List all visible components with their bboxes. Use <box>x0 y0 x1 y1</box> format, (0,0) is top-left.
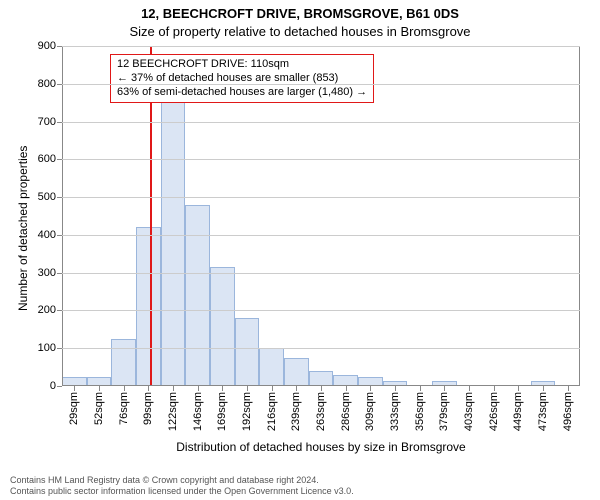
y-tick-label: 500 <box>38 191 62 203</box>
y-tick-label: 800 <box>38 78 62 90</box>
chart-title-line2: Size of property relative to detached ho… <box>0 24 600 39</box>
gridline <box>62 197 580 198</box>
y-tick-label: 900 <box>38 40 62 52</box>
histogram-bar <box>358 377 383 386</box>
histogram-bar <box>87 377 112 386</box>
histogram-bar <box>309 371 334 386</box>
x-tick-label: 333sqm <box>389 386 401 431</box>
y-axis-label: Number of detached properties <box>16 146 30 311</box>
x-tick-label: 356sqm <box>414 386 426 431</box>
x-tick-label: 216sqm <box>266 386 278 431</box>
footer-line-1: Contains HM Land Registry data © Crown c… <box>10 475 354 485</box>
histogram-bar <box>62 377 87 386</box>
x-tick-label: 496sqm <box>562 386 574 431</box>
x-tick-label: 379sqm <box>438 386 450 431</box>
x-tick-label: 122sqm <box>167 386 179 431</box>
gridline <box>62 159 580 160</box>
x-axis-label: Distribution of detached houses by size … <box>62 440 580 454</box>
histogram-bar <box>136 227 161 386</box>
x-tick-label: 263sqm <box>315 386 327 431</box>
gridline <box>62 348 580 349</box>
y-tick-label: 600 <box>38 153 62 165</box>
x-tick-label: 169sqm <box>216 386 228 431</box>
x-tick-label: 146sqm <box>192 386 204 431</box>
x-tick-label: 76sqm <box>118 386 130 425</box>
gridline <box>62 273 580 274</box>
gridline <box>62 235 580 236</box>
x-tick-label: 192sqm <box>241 386 253 431</box>
x-tick-label: 239sqm <box>290 386 302 431</box>
y-tick-label: 100 <box>38 342 62 354</box>
x-tick-label: 449sqm <box>512 386 524 431</box>
footer: Contains HM Land Registry data © Crown c… <box>10 475 354 496</box>
annotation-line-3: 63% of semi-detached houses are larger (… <box>117 86 367 100</box>
annotation-line-1: 12 BEECHCROFT DRIVE: 110sqm <box>117 58 367 72</box>
annotation-box: 12 BEECHCROFT DRIVE: 110sqm ← 37% of det… <box>110 54 374 103</box>
y-tick-label: 700 <box>38 116 62 128</box>
x-tick-label: 52sqm <box>93 386 105 425</box>
footer-line-2: Contains public sector information licen… <box>10 486 354 496</box>
gridline <box>62 122 580 123</box>
gridline <box>62 46 580 47</box>
y-tick-label: 200 <box>38 304 62 316</box>
plot-area: 12 BEECHCROFT DRIVE: 110sqm ← 37% of det… <box>62 46 580 386</box>
histogram-bar <box>210 267 235 386</box>
x-tick-label: 29sqm <box>68 386 80 425</box>
y-tick-label: 300 <box>38 267 62 279</box>
histogram-bar <box>235 318 260 386</box>
y-tick-label: 0 <box>50 380 62 392</box>
histogram-bar <box>259 348 284 386</box>
chart-title-line1: 12, BEECHCROFT DRIVE, BROMSGROVE, B61 0D… <box>0 6 600 21</box>
y-tick-label: 400 <box>38 229 62 241</box>
x-tick-label: 403sqm <box>463 386 475 431</box>
x-tick-label: 286sqm <box>340 386 352 431</box>
x-tick-label: 473sqm <box>537 386 549 431</box>
x-tick-label: 309sqm <box>364 386 376 431</box>
x-tick-label: 99sqm <box>142 386 154 425</box>
chart-container: 12, BEECHCROFT DRIVE, BROMSGROVE, B61 0D… <box>0 0 600 500</box>
histogram-bar <box>185 205 210 386</box>
histogram-bar <box>161 95 186 386</box>
histogram-bar <box>333 375 358 386</box>
gridline <box>62 84 580 85</box>
gridline <box>62 310 580 311</box>
histogram-bar <box>111 339 136 386</box>
x-tick-label: 426sqm <box>488 386 500 431</box>
histogram-bar <box>284 358 309 386</box>
